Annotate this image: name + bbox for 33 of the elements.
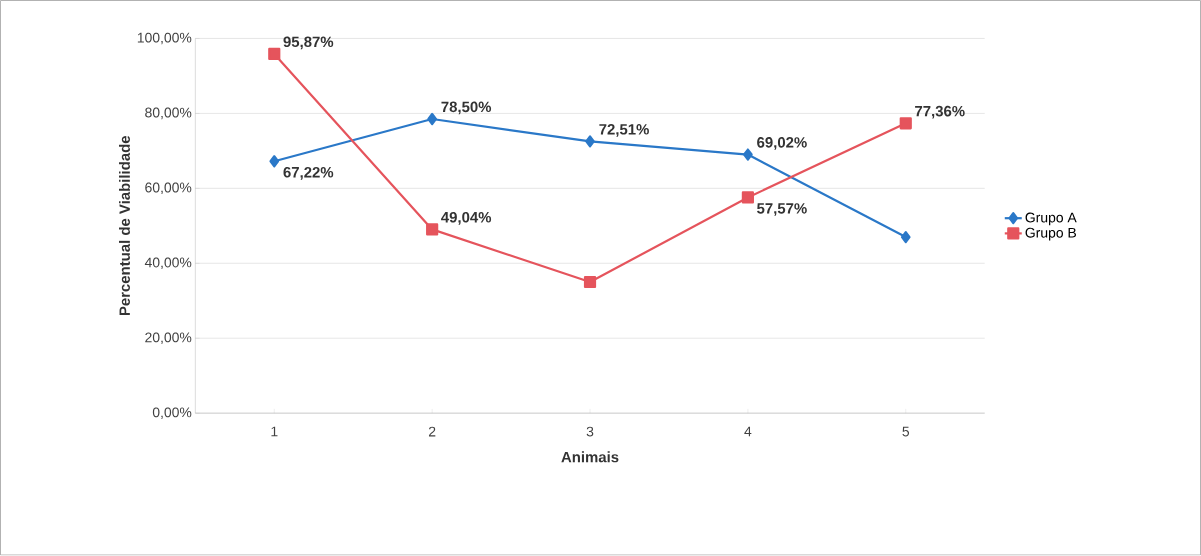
x-tick-label: 4 bbox=[744, 426, 752, 437]
x-axis-title: Animais bbox=[561, 451, 619, 463]
data-label: 78,50% bbox=[441, 101, 492, 115]
data-label: 72,51% bbox=[599, 124, 649, 137]
point bbox=[426, 223, 439, 236]
y-tick-label: 60,00% bbox=[145, 182, 192, 195]
data-label: 67,22% bbox=[283, 167, 334, 180]
point bbox=[269, 155, 280, 168]
point bbox=[268, 48, 281, 61]
y-tick-label: 80,00% bbox=[145, 107, 192, 120]
point bbox=[585, 135, 595, 148]
x-tick-label: 3 bbox=[586, 426, 594, 437]
y-tick-label: 100,00% bbox=[137, 32, 192, 45]
legend-label: Grupo B bbox=[1025, 228, 1077, 241]
data-label: 49,04% bbox=[441, 212, 492, 225]
legend-label: Grupo A bbox=[1025, 212, 1077, 226]
data-label: 69,02% bbox=[757, 137, 807, 151]
x-tick-label: 2 bbox=[428, 426, 436, 437]
data-label: 95,87% bbox=[283, 36, 334, 50]
point bbox=[741, 191, 754, 204]
x-tick-label: 1 bbox=[271, 426, 278, 437]
point bbox=[427, 113, 437, 126]
point bbox=[583, 276, 597, 289]
y-tick-label: 20,00% bbox=[145, 332, 192, 345]
point bbox=[743, 148, 753, 161]
data-label: 57,57% bbox=[757, 203, 807, 217]
y-tick-label: 0,00% bbox=[152, 407, 192, 420]
y-tick-label: 40,00% bbox=[144, 257, 192, 270]
x-tick-label: 5 bbox=[902, 426, 910, 437]
y-axis-title: Percentual de Viabilidade bbox=[119, 136, 130, 316]
point bbox=[900, 231, 911, 244]
point bbox=[899, 117, 912, 130]
data-label: 77,36% bbox=[915, 106, 965, 119]
